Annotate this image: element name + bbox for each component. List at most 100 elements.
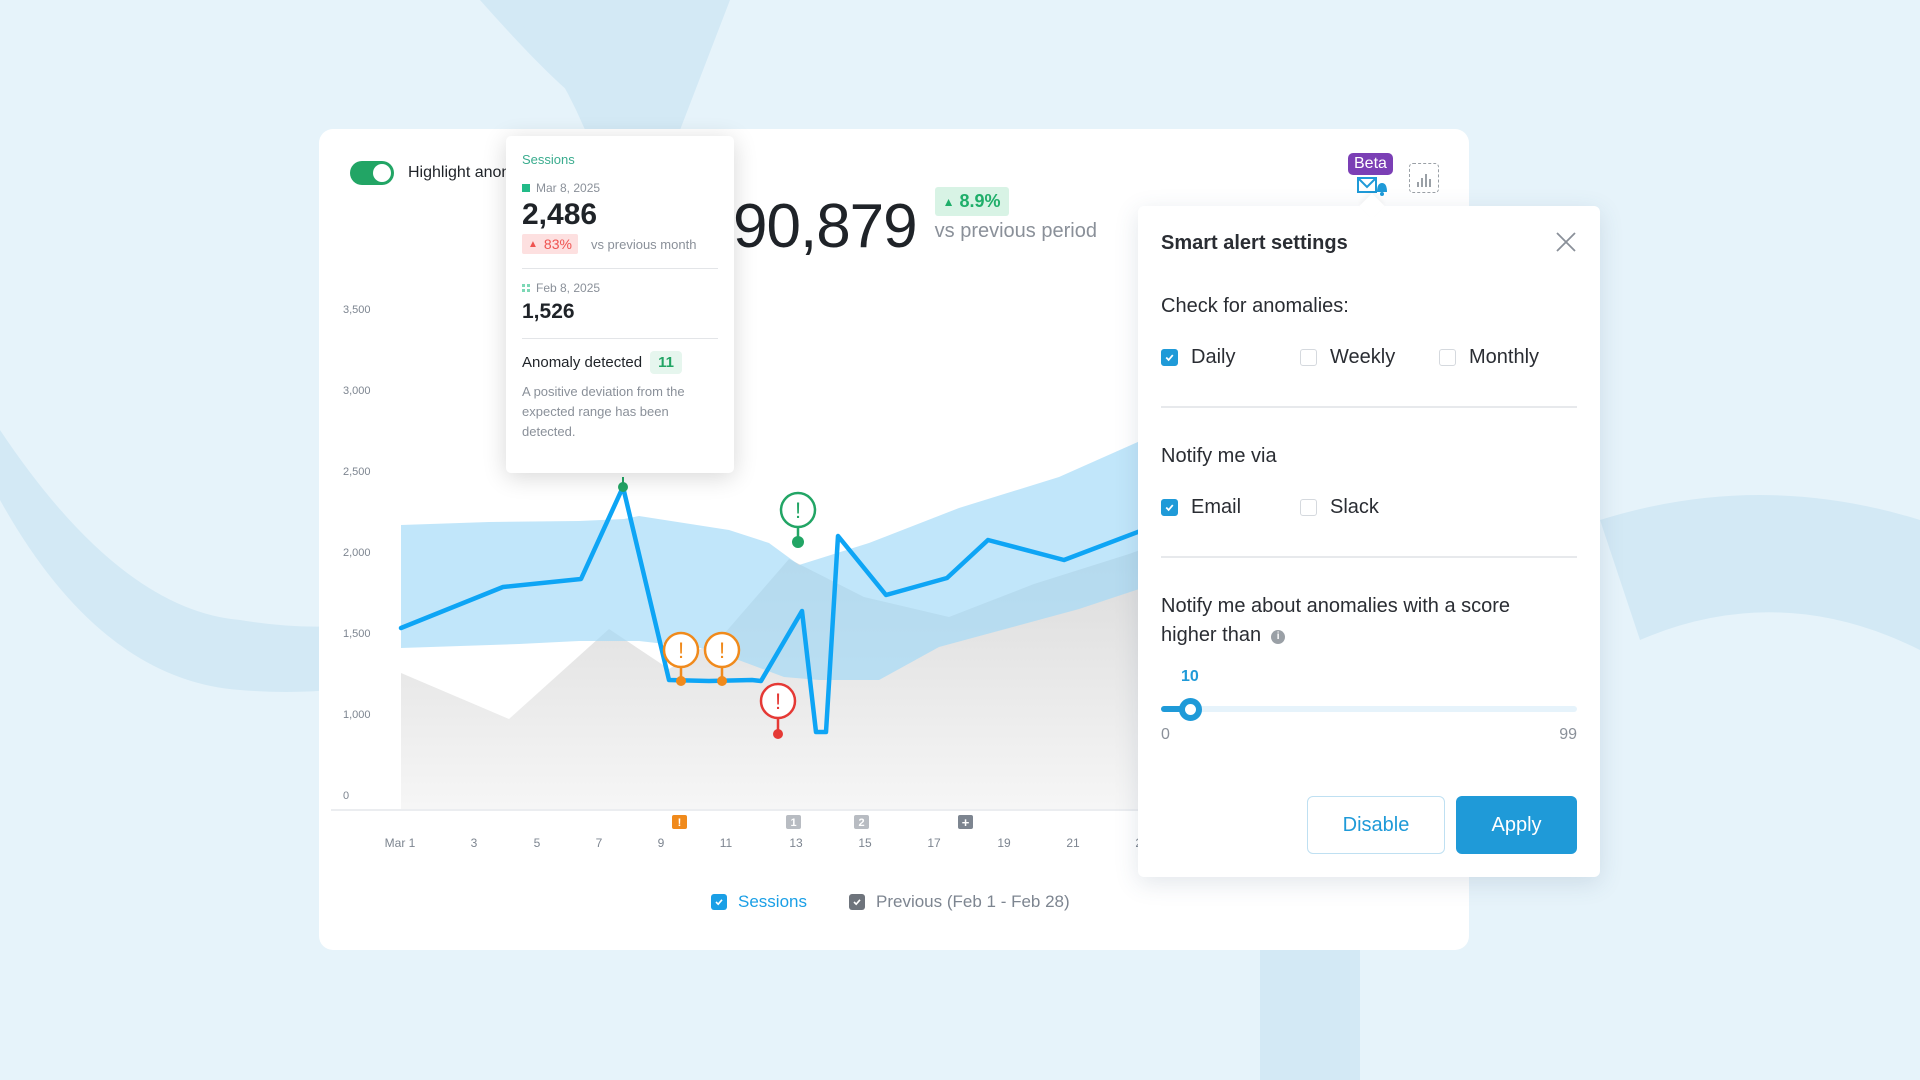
close-icon	[1556, 232, 1576, 252]
weekly-checkbox[interactable]: Weekly	[1300, 346, 1439, 369]
headline-value: 90,879	[733, 192, 918, 261]
notify-via-label: Notify me via	[1161, 445, 1277, 467]
x-tick: 21	[1066, 836, 1080, 850]
svg-text:!: !	[678, 817, 682, 829]
up-triangle-icon: ▲	[942, 194, 955, 209]
checkbox-unchecked-icon	[1439, 349, 1456, 366]
monthly-checkbox[interactable]: Monthly	[1439, 346, 1539, 369]
chart-tooltip: Sessions Mar 8, 2025 2,486 ▲ 83% vs prev…	[506, 136, 734, 473]
highlight-anomalies-toggle[interactable]	[350, 161, 394, 185]
tooltip-current-value: 2,486	[522, 198, 598, 231]
x-tick: 5	[533, 836, 541, 850]
apply-button[interactable]: Apply	[1456, 796, 1577, 854]
x-tick: Mar 1	[384, 836, 416, 850]
x-tick: 15	[858, 836, 872, 850]
previous-series-swatch-icon	[522, 284, 530, 292]
slider-value: 10	[1181, 668, 1199, 685]
frequency-options: Daily Weekly Monthly	[1161, 346, 1539, 369]
smart-alert-button[interactable]: Beta	[1348, 153, 1393, 196]
y-tick: 3,500	[343, 304, 371, 316]
check-anomalies-label: Check for anomalies:	[1161, 295, 1349, 317]
add-annotation-flag: +	[958, 815, 973, 829]
tooltip-previous-value: 1,526	[522, 300, 575, 323]
chart-type-button[interactable]	[1409, 163, 1439, 193]
email-checkbox[interactable]: Email	[1161, 496, 1300, 519]
headline-metric: 90,879 ▲ 8.9% vs previous period	[733, 184, 1097, 258]
score-slider[interactable]	[1161, 698, 1577, 721]
beta-badge: Beta	[1348, 153, 1393, 175]
smart-alert-icon	[1357, 177, 1387, 196]
x-tick: 17	[927, 836, 941, 850]
anomaly-description: A positive deviation from the expected r…	[522, 384, 685, 439]
up-triangle-icon: ▲	[528, 238, 538, 250]
tooltip-current-date: Mar 8, 2025	[522, 181, 718, 195]
tooltip-previous-date: Feb 8, 2025	[522, 281, 718, 295]
slider-thumb[interactable]	[1179, 698, 1202, 721]
divider	[1161, 406, 1577, 408]
anomaly-marker-warning-1: !	[662, 631, 700, 686]
panel-title: Smart alert settings	[1161, 232, 1348, 254]
y-tick: 2,500	[343, 466, 371, 478]
delta-caption: vs previous period	[934, 220, 1097, 242]
svg-text:1: 1	[790, 817, 796, 829]
checkbox-checked-icon	[711, 894, 727, 910]
slider-min-label: 0	[1161, 726, 1170, 743]
current-series-swatch-icon	[522, 184, 530, 192]
bar-chart-icon	[1417, 174, 1431, 187]
annotation-flag-warning: !	[672, 815, 687, 829]
svg-text:2: 2	[858, 817, 864, 829]
score-threshold-label: Notify me about anomalies with a score h…	[1161, 595, 1511, 646]
y-tick: 2,000	[343, 547, 371, 559]
anomaly-marker-positive-2: !	[779, 491, 817, 548]
anomaly-title: Anomaly detected	[522, 354, 643, 371]
checkbox-unchecked-icon	[1300, 349, 1317, 366]
x-tick: 3	[470, 836, 478, 850]
legend-sessions[interactable]: Sessions	[711, 892, 807, 912]
card-toolbar: Beta	[1348, 153, 1439, 196]
svg-text:!: !	[719, 638, 725, 663]
slack-checkbox[interactable]: Slack	[1300, 496, 1379, 519]
checkbox-checked-icon	[848, 894, 865, 910]
y-tick: 0	[343, 790, 350, 802]
anomaly-marker-critical: !	[759, 682, 797, 739]
expected-range-band	[401, 401, 1199, 680]
anomaly-score-badge: 11	[650, 351, 682, 374]
x-axis-line	[331, 809, 1361, 811]
notify-channel-options: Email Slack	[1161, 496, 1379, 519]
anomaly-marker-warning-2: !	[703, 631, 741, 686]
svg-text:+: +	[962, 815, 970, 829]
divider	[1161, 556, 1577, 558]
delta-badge: ▲ 8.9%	[934, 187, 1009, 216]
chart-legend: Sessions Previous (Feb 1 - Feb 28)	[711, 892, 1070, 912]
info-icon[interactable]: i	[1271, 629, 1286, 644]
tooltip-delta-badge: ▲ 83%	[522, 234, 578, 254]
tooltip-delta-caption: vs previous month	[590, 236, 697, 252]
slider-max-label: 99	[1559, 726, 1577, 743]
svg-text:!: !	[795, 498, 801, 523]
svg-text:!: !	[678, 638, 684, 663]
x-tick: 7	[595, 836, 603, 850]
y-tick: 1,500	[343, 628, 371, 640]
x-tick: 11	[719, 836, 733, 850]
x-tick: 13	[789, 836, 803, 850]
tooltip-series: Sessions	[522, 152, 575, 167]
x-tick: 19	[997, 836, 1011, 850]
smart-alert-settings-panel: Smart alert settings Check for anomalies…	[1138, 193, 1600, 877]
legend-previous[interactable]: Previous (Feb 1 - Feb 28)	[848, 892, 1070, 912]
disable-button[interactable]: Disable	[1307, 796, 1445, 854]
x-tick: 9	[657, 836, 665, 850]
slider-fill	[1161, 706, 1191, 712]
close-button[interactable]	[1554, 230, 1578, 254]
checkbox-checked-icon	[1161, 499, 1178, 516]
annotation-flag-2: 2	[854, 815, 869, 829]
sessions-chart[interactable]: ! ! ! ! ! 1	[319, 129, 1469, 829]
divider	[522, 338, 718, 339]
checkbox-unchecked-icon	[1300, 499, 1317, 516]
y-tick: 3,000	[343, 385, 371, 397]
svg-text:!: !	[775, 689, 781, 714]
annotation-flag-1: 1	[786, 815, 801, 829]
divider	[522, 268, 718, 269]
checkbox-checked-icon	[1161, 349, 1178, 366]
daily-checkbox[interactable]: Daily	[1161, 346, 1300, 369]
anomaly-marker-positive-peak	[618, 477, 628, 492]
